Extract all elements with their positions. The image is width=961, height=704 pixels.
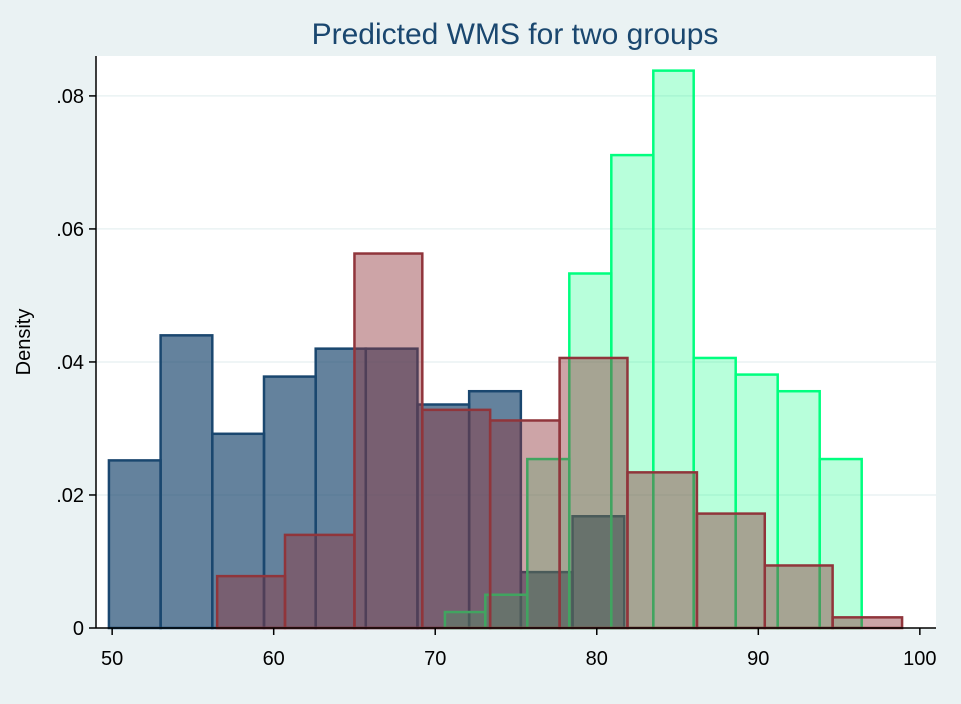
histogram-bar — [734, 373, 779, 630]
histogram-bar — [571, 515, 626, 630]
y-tick-label: .04 — [56, 352, 84, 374]
histogram-bar — [776, 389, 821, 630]
histogram-bar — [568, 272, 613, 630]
histogram-bar — [831, 616, 904, 630]
histogram-bar — [159, 334, 214, 630]
histogram-bar — [262, 375, 317, 630]
y-tick-label: .02 — [56, 485, 84, 507]
histogram-bar — [519, 570, 574, 630]
histogram-bar — [695, 512, 767, 630]
histogram-bar — [626, 471, 699, 630]
y-tick-label: .08 — [56, 86, 84, 108]
histogram-bar — [215, 574, 287, 630]
x-tick-label: 60 — [263, 648, 285, 670]
histogram-bar — [107, 459, 162, 630]
histogram-bar — [558, 356, 629, 630]
x-tick-label: 70 — [424, 648, 446, 670]
histogram-bar — [818, 457, 863, 630]
axes — [95, 56, 936, 629]
histogram-bar — [314, 347, 368, 630]
x-tick-label: 100 — [903, 648, 936, 670]
histogram-bar — [692, 356, 737, 630]
x-tick-label: 50 — [101, 648, 123, 670]
series-3 — [215, 252, 904, 630]
histogram-bar — [364, 347, 419, 630]
y-tick-label: .06 — [56, 219, 84, 241]
histogram-bar — [421, 408, 492, 630]
histogram-bar — [763, 564, 834, 630]
y-tick-label: 0 — [73, 618, 84, 640]
histogram-bar — [353, 252, 424, 630]
histogram-bar — [610, 153, 655, 630]
x-tick-label: 80 — [586, 648, 608, 670]
histogram-bar — [416, 403, 471, 630]
x-tick-label: 90 — [747, 648, 769, 670]
ticks: 50 60 70 80 90 100 0 .02 .04 .06 .08 — [56, 86, 936, 670]
series-2 — [443, 69, 863, 630]
chart-title: Predicted WMS for two groups — [312, 18, 719, 51]
y-axis-label: Density — [13, 309, 35, 376]
histogram-bar — [488, 419, 561, 630]
histogram-bar — [283, 533, 356, 630]
histogram-bar — [652, 69, 695, 630]
